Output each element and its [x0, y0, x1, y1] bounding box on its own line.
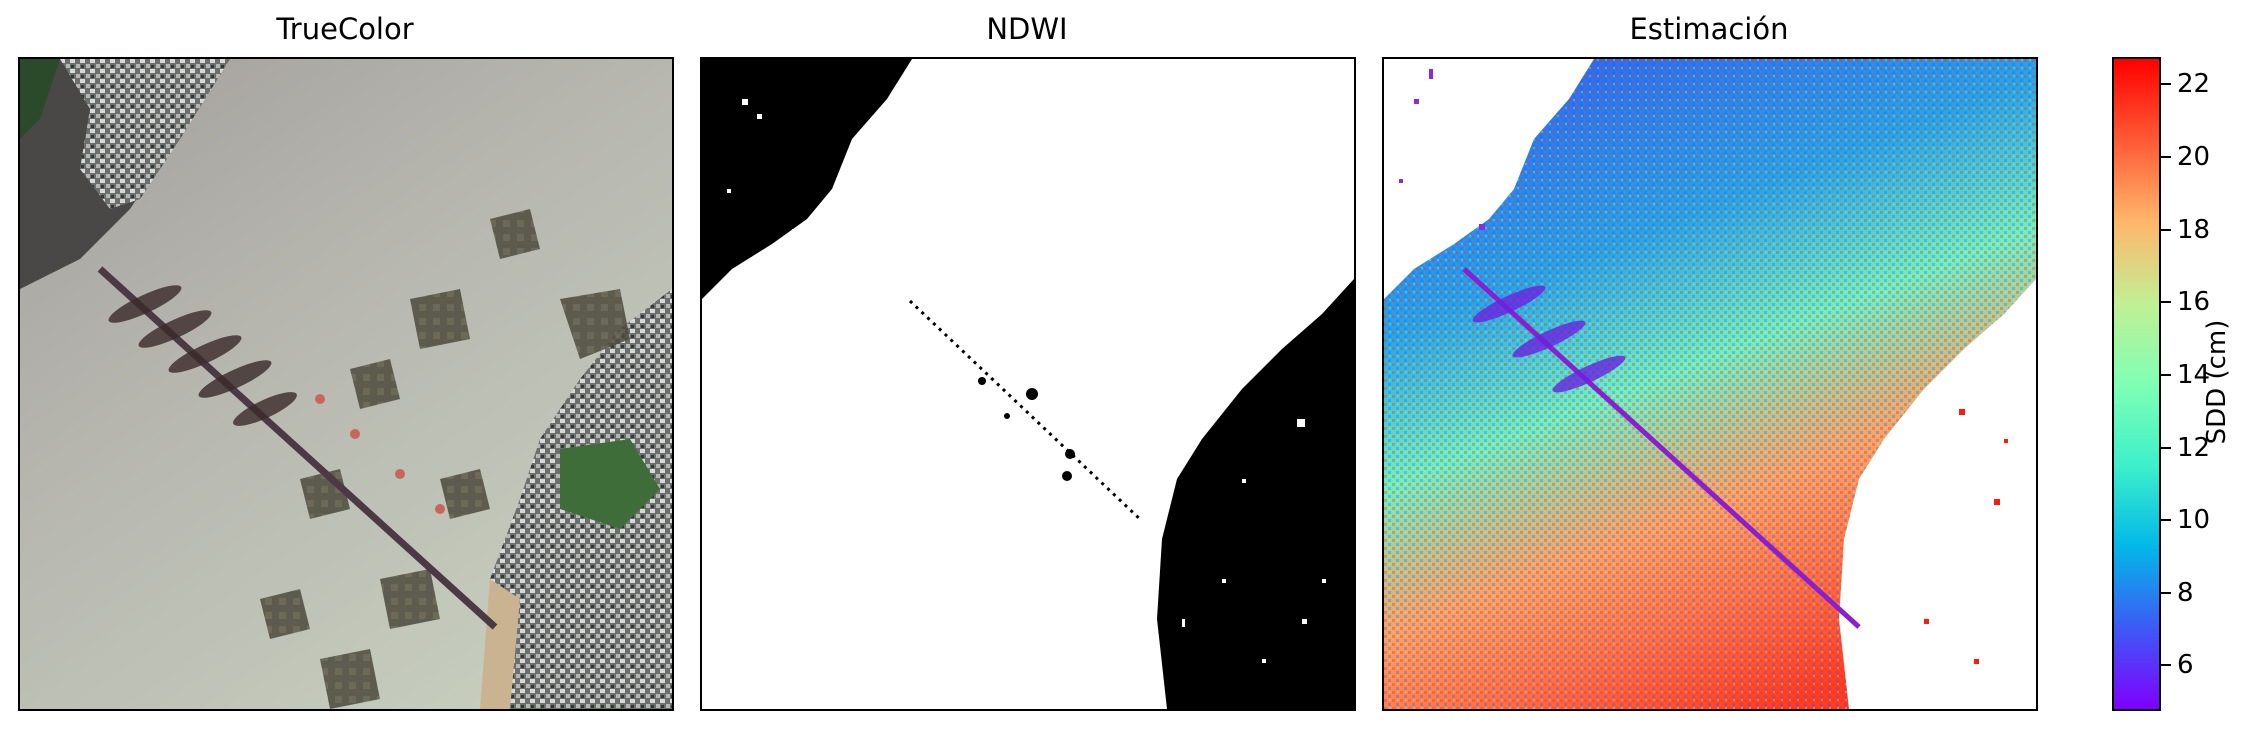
colorbar-tick-label: 12 — [2177, 432, 2211, 463]
colorbar-label: SDD (cm) — [2202, 319, 2232, 445]
colorbar — [2112, 57, 2161, 711]
colorbar-tick-label: 6 — [2177, 650, 2194, 681]
colorbar-tick-label: 20 — [2177, 142, 2211, 173]
colorbar-tick — [2161, 156, 2171, 159]
colorbar-tick-label: 22 — [2177, 69, 2211, 100]
ndwi-image — [700, 57, 1356, 711]
colorbar-tick — [2161, 373, 2171, 376]
truecolor-title: TrueColor — [276, 12, 414, 46]
colorbar-tick-label: 8 — [2177, 577, 2194, 608]
colorbar-tick — [2161, 301, 2171, 304]
colorbar-tick — [2161, 228, 2171, 231]
colorbar-tick-label: 18 — [2177, 214, 2211, 245]
colorbar-tick — [2161, 446, 2171, 449]
ndwi-title: NDWI — [986, 12, 1068, 46]
estimacion-title: Estimación — [1629, 12, 1789, 46]
truecolor-image — [18, 57, 674, 711]
estimacion-image — [1382, 57, 2038, 711]
colorbar-tick — [2161, 519, 2171, 522]
colorbar-tick-label: 14 — [2177, 359, 2211, 390]
colorbar-tick-label: 16 — [2177, 287, 2211, 318]
colorbar-tick — [2161, 591, 2171, 594]
colorbar-tick — [2161, 664, 2171, 667]
colorbar-tick — [2161, 83, 2171, 86]
colorbar-tick-label: 10 — [2177, 505, 2211, 536]
